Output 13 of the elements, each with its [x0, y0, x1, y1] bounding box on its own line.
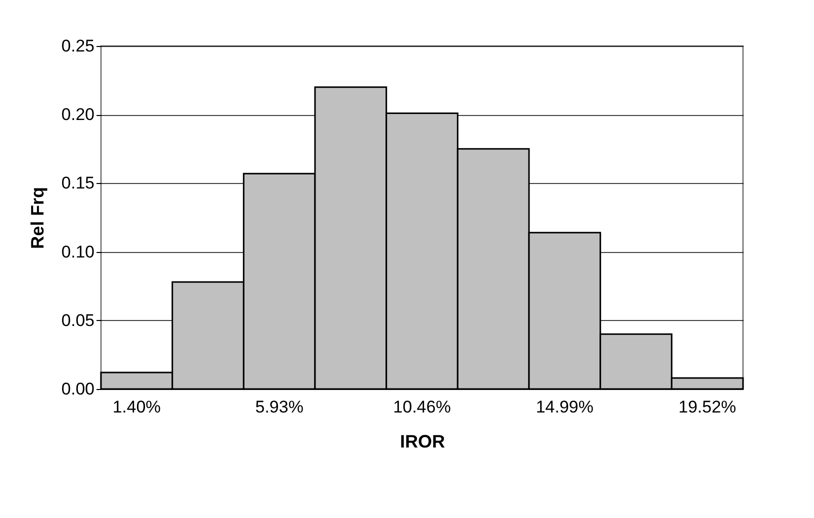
y-tick-label: 0.00 [61, 380, 94, 398]
y-tick-label: 0.25 [61, 36, 94, 56]
y-tick-label: 0.15 [61, 174, 94, 193]
x-tick-label: 5.93% [255, 398, 304, 416]
x-tick-label: 10.46% [393, 398, 451, 416]
y-tick-label: 0.10 [61, 242, 94, 262]
y-tick-label: 0.05 [61, 310, 94, 330]
x-tick-label: 19.52% [678, 398, 736, 416]
y-axis-title: Rel Frq [27, 186, 48, 250]
y-tick-label: 0.20 [61, 105, 94, 124]
x-axis-title: IROR [400, 432, 445, 452]
x-tick-label: 1.40% [112, 398, 161, 416]
x-tick-label: 14.99% [536, 398, 594, 416]
